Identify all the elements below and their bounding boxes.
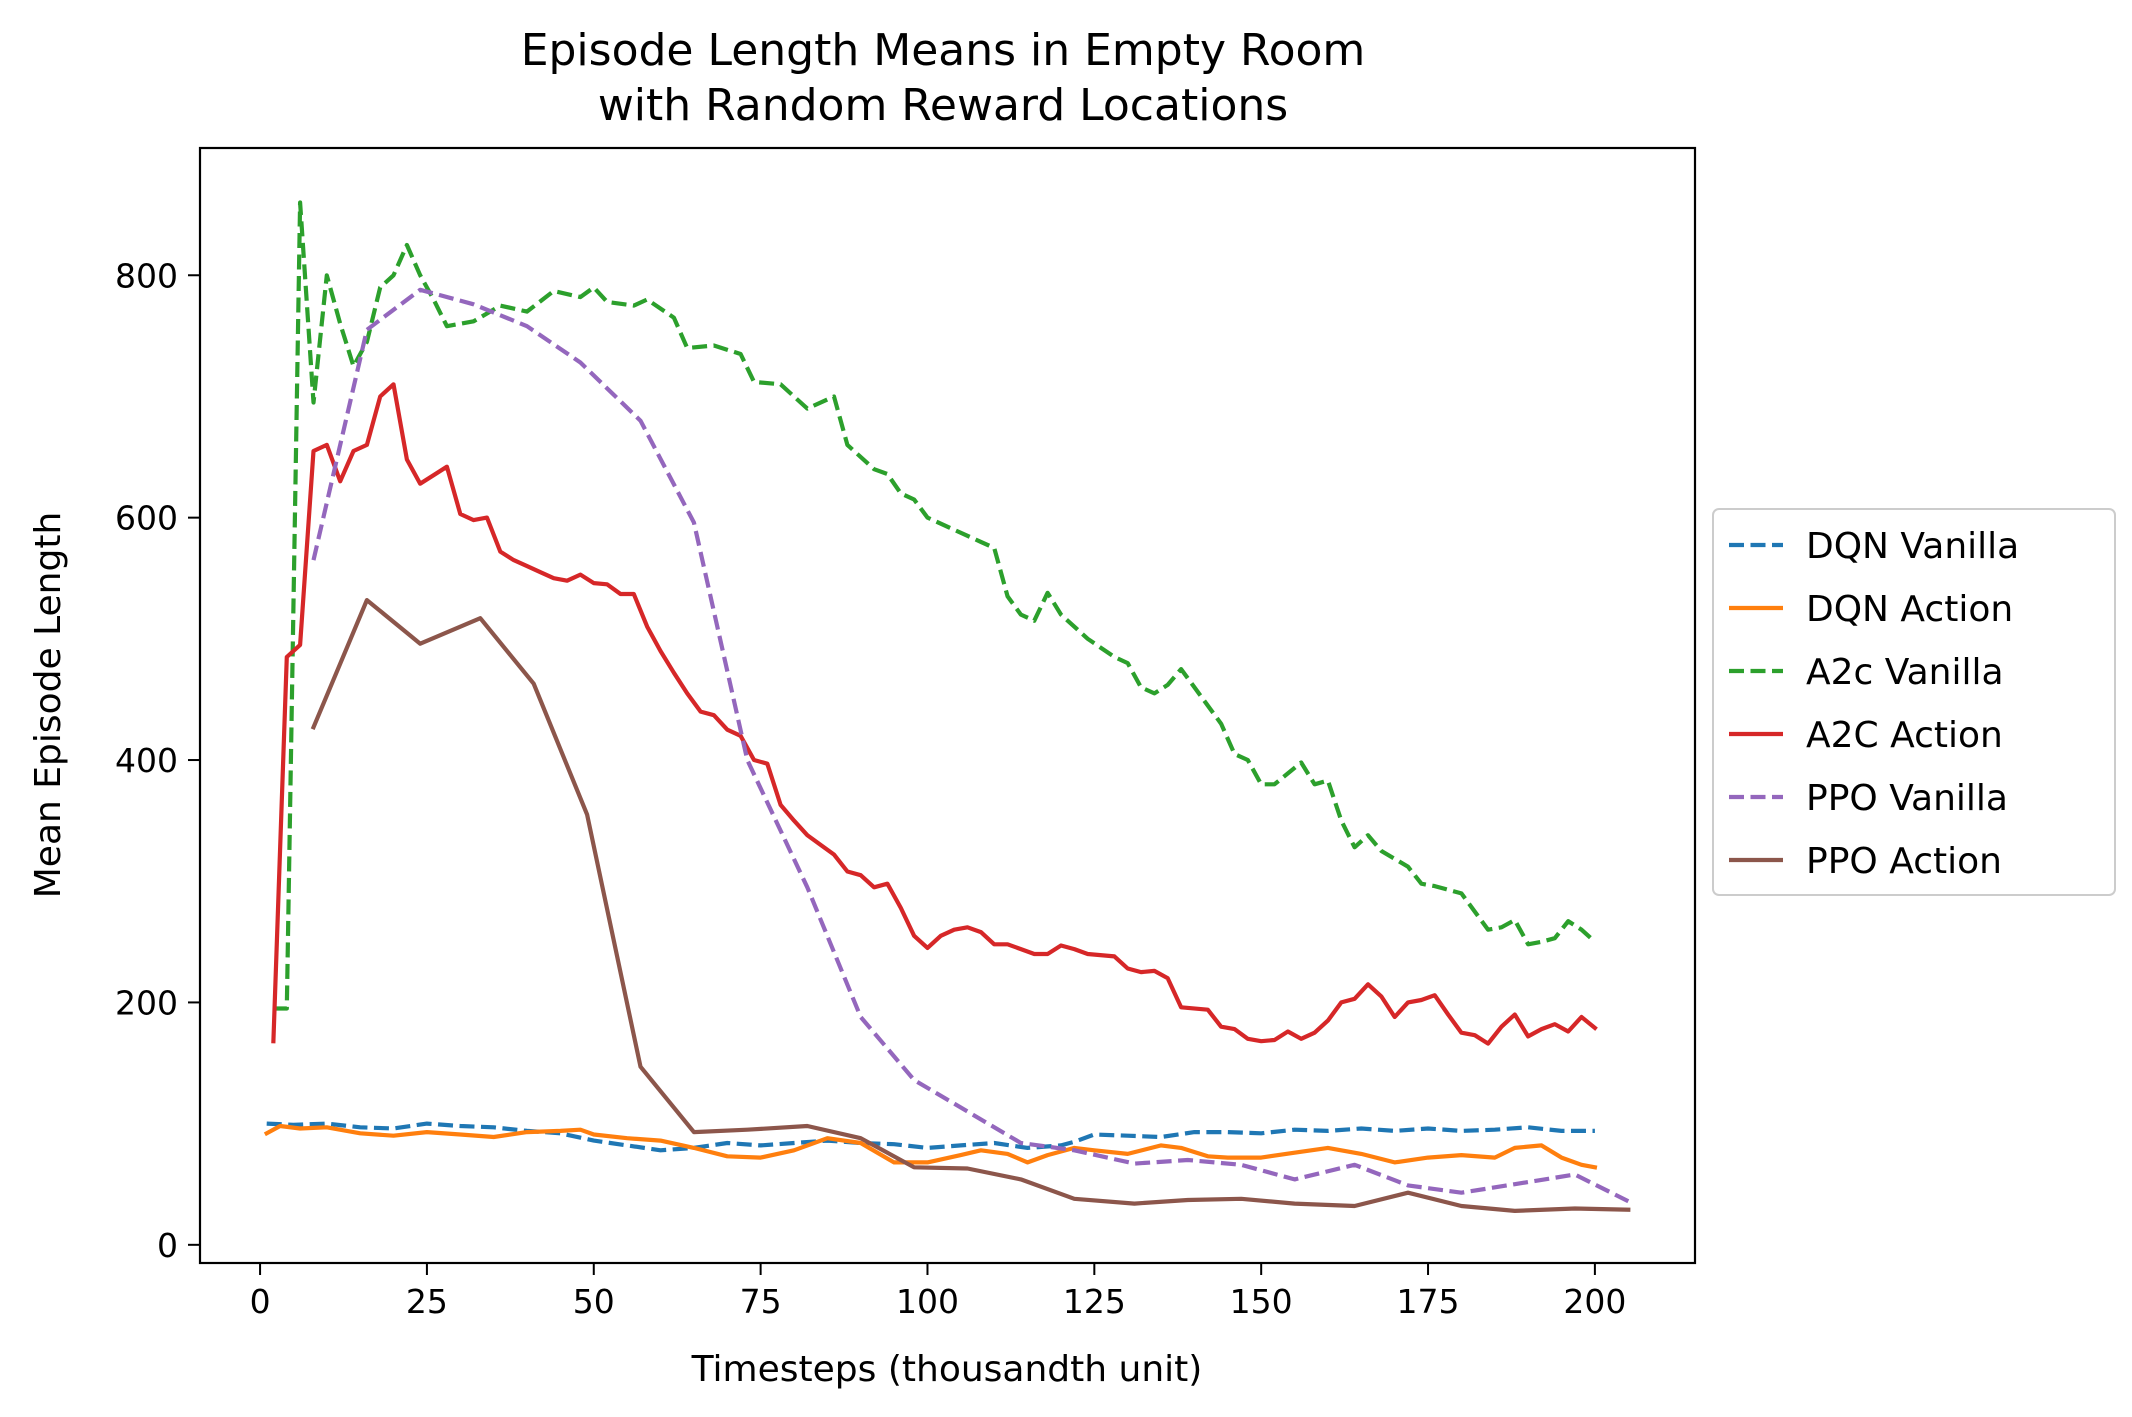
series-line-dqn-vanilla (266, 1121, 1595, 1153)
series-line-dqn-action (263, 1123, 1598, 1170)
x-axis-label: Timesteps (thousandth unit) (691, 1349, 1203, 1390)
legend-label-ppo-action: PPO Action (1806, 841, 2002, 882)
y-tick-label: 0 (157, 1226, 178, 1265)
legend-label-a2c-action: A2C Action (1806, 715, 2003, 756)
x-tick-label: 75 (740, 1282, 782, 1321)
x-tick-label: 0 (250, 1282, 271, 1321)
x-axis: 0 25 50 75 100 125 150 175 200 (250, 1263, 1626, 1321)
y-tick-label: 200 (115, 983, 178, 1022)
y-axis: 0 200 400 600 800 (115, 256, 200, 1265)
legend-label-dqn-action: DQN Action (1806, 589, 2013, 630)
x-tick-label: 125 (1063, 1282, 1126, 1321)
x-tick-label: 100 (896, 1282, 959, 1321)
series-line-ppo-vanilla (311, 287, 1630, 1204)
legend-label-ppo-vanilla: PPO Vanilla (1806, 778, 2008, 819)
y-axis-label: Mean Episode Length (28, 512, 69, 899)
legend-label-dqn-vanilla: DQN Vanilla (1806, 526, 2019, 567)
x-tick-label: 200 (1563, 1282, 1626, 1321)
chart-title-line-2: with Random Reward Locations (598, 80, 1288, 131)
y-tick-label: 400 (115, 741, 178, 780)
series-line-ppo-action (310, 598, 1631, 1213)
series-line-a2c-vanilla (273, 200, 1597, 1011)
x-tick-label: 150 (1230, 1282, 1293, 1321)
legend-label-a2c-vanilla: A2c Vanilla (1806, 652, 2004, 693)
plot-frame (198, 146, 1697, 1265)
y-tick-label: 600 (115, 499, 178, 538)
legend-box (1712, 508, 2116, 896)
x-tick-label: 50 (573, 1282, 615, 1321)
y-tick-label: 800 (115, 256, 178, 295)
x-tick-label: 175 (1397, 1282, 1460, 1321)
x-tick-label: 25 (406, 1282, 448, 1321)
series-line-a2c-action (271, 382, 1598, 1046)
plot-area (263, 200, 1631, 1213)
legend: DQN Vanilla DQN Action A2c Vanilla A2C Acti… (1712, 508, 2116, 896)
chart-title-line-1: Episode Length Means in Empty Room (521, 25, 1366, 76)
